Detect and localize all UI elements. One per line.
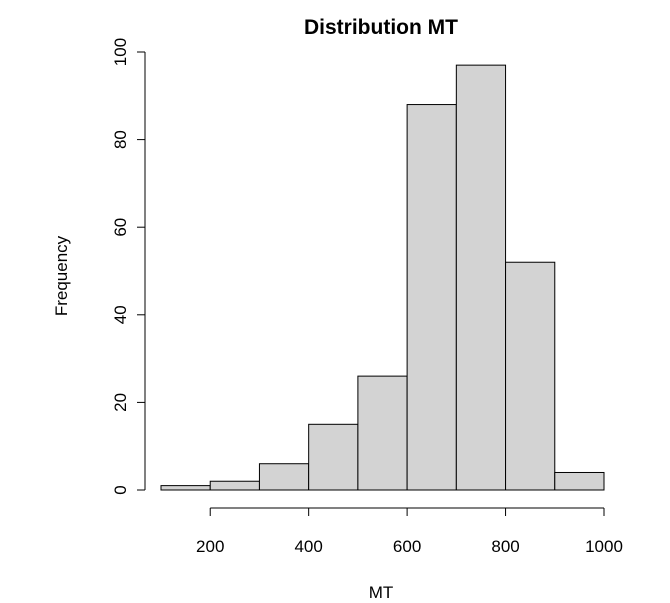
x-tick-label: 400 [294,537,322,556]
y-axis: 0 20 40 60 80 100 [111,38,146,495]
y-axis-label: Frequency [52,235,71,316]
y-tick-label: 40 [111,305,130,324]
x-axis: 200 400 600 800 1000 [196,507,623,556]
x-tick-label: 600 [393,537,421,556]
chart-title: Distribution MT [304,16,458,39]
x-axis-label: MT [369,583,394,602]
y-tick-label: 20 [111,393,130,412]
histogram-bar-1 [209,480,260,491]
x-tick-label: 1000 [585,537,623,556]
y-tick-label: 0 [111,485,130,494]
histogram-bar-7 [505,261,556,491]
histogram-bar-5 [406,104,457,491]
x-tick-label: 800 [491,537,519,556]
histogram-bar-2 [258,463,310,491]
y-tick-label: 80 [111,130,130,149]
histogram-bar-8 [554,471,605,491]
bars-group [160,64,605,491]
histogram-bar-3 [308,423,359,491]
y-tick-label: 100 [111,38,130,66]
histogram-bar-4 [357,375,408,491]
x-tick-label: 200 [196,537,224,556]
histogram-bar-0 [160,485,211,491]
y-tick-label: 60 [111,218,130,237]
histogram-bar-6 [455,64,507,491]
